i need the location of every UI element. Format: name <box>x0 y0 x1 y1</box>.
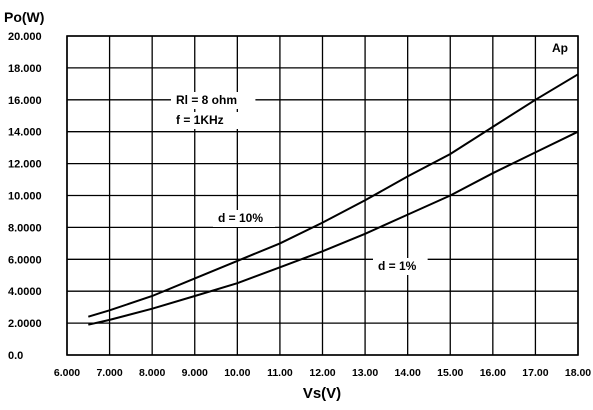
series-line <box>88 130 579 326</box>
annotations: Rl = 8 ohm f = 1KHz d = 10% d = 1% Ap <box>171 40 572 275</box>
corner-mark: Ap <box>552 41 568 55</box>
y-tick-label: 4.0000 <box>8 286 42 298</box>
x-tick-label: 8.000 <box>139 367 165 379</box>
y-tick-label: 0.0 <box>8 350 23 362</box>
x-tick-label: 6.000 <box>54 367 80 379</box>
x-axis-label: Vs(V) <box>303 385 341 402</box>
y-tick-label: 20.000 <box>8 31 42 43</box>
y-tick-label: 18.000 <box>8 63 42 75</box>
x-tick-label: 18.00 <box>565 367 591 379</box>
x-tick-label: 15.00 <box>437 367 463 379</box>
x-tick-label: 17.00 <box>522 367 548 379</box>
series-label-d10-bg <box>213 210 276 227</box>
x-tick-label: 14.00 <box>395 367 421 379</box>
x-tick-label: 13.00 <box>352 367 378 379</box>
tick-labels: 6.000 7.000 8.000 9.000 10.00 11.00 12.00 13.00… <box>8 31 591 379</box>
y-tick-label: 16.000 <box>8 95 42 107</box>
annotation-load: Rl = 8 ohm <box>176 93 237 107</box>
x-tick-label: 16.00 <box>480 367 506 379</box>
plot-area-frame <box>66 35 579 356</box>
x-tick-label: 10.00 <box>224 367 250 379</box>
corner-mark-bg <box>547 40 572 57</box>
annotation-load-bg <box>171 92 256 109</box>
series-line <box>88 73 579 318</box>
y-axis-label: Po(W) <box>4 9 44 25</box>
y-tick-label: 6.0000 <box>8 254 42 266</box>
x-tick-label: 11.00 <box>267 367 293 379</box>
y-tick-label: 14.000 <box>8 127 42 139</box>
x-tick-label: 9.000 <box>182 367 208 379</box>
y-tick-label: 2.0000 <box>8 318 42 330</box>
series-label-d1-bg <box>373 258 428 275</box>
y-tick-label: 12.000 <box>8 159 42 171</box>
x-tick-label: 7.000 <box>96 367 122 379</box>
y-tick-label: 10.000 <box>8 191 42 203</box>
y-tick-label: 8.0000 <box>8 222 42 234</box>
series-label-d10: d = 10% <box>218 211 263 225</box>
annotation-frequency-bg <box>171 112 241 129</box>
data-series <box>88 73 579 326</box>
annotation-frequency: f = 1KHz <box>176 113 224 127</box>
series-label-d1: d = 1% <box>378 259 417 273</box>
x-tick-label: 12.00 <box>309 367 335 379</box>
grid-lines <box>66 35 579 356</box>
